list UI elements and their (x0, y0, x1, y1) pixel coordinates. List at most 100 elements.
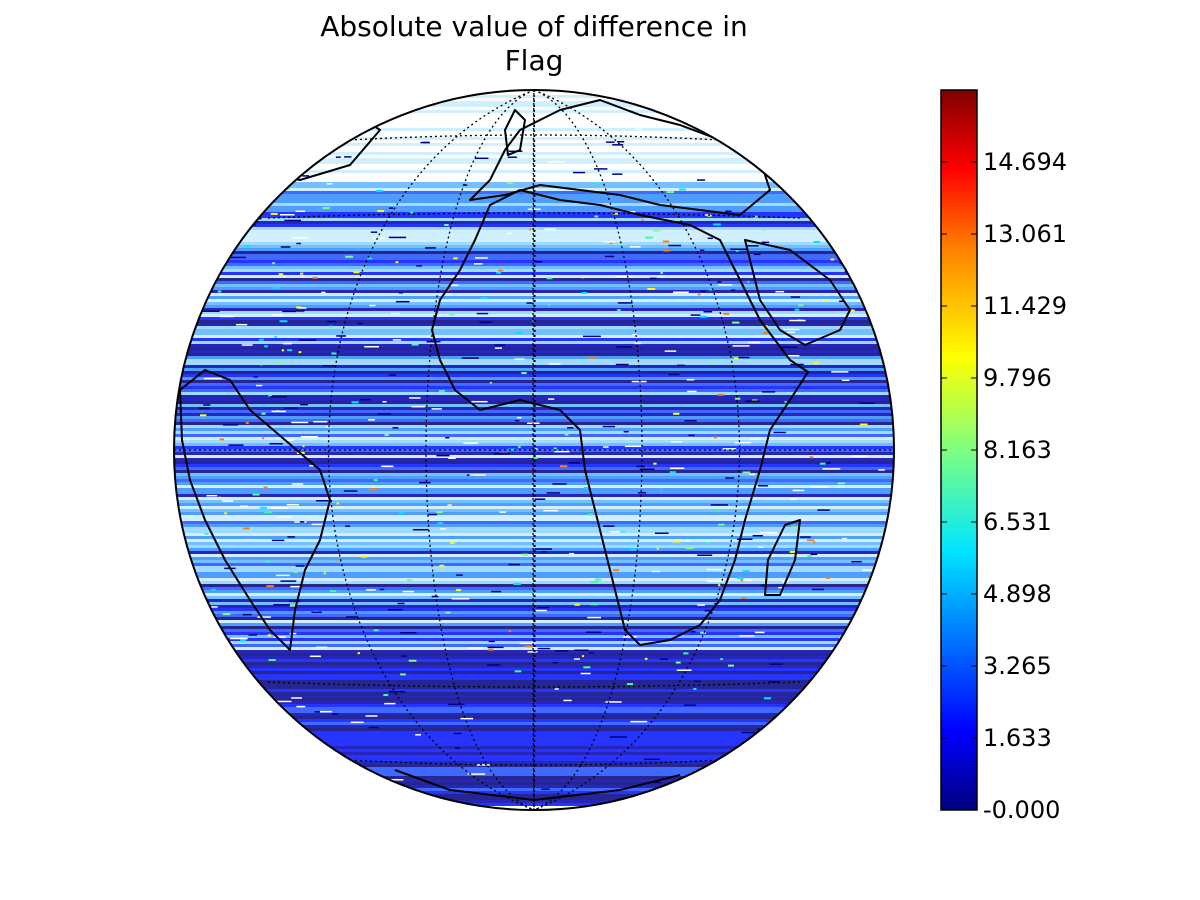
data-speckle (259, 363, 263, 366)
data-speckle (235, 734, 249, 736)
data-speckle (743, 148, 758, 150)
swath-stripe (174, 392, 894, 395)
data-speckle (311, 611, 322, 614)
data-speckle (383, 694, 389, 697)
data-speckle (548, 304, 551, 307)
data-speckle (222, 613, 231, 616)
data-speckle (750, 438, 762, 440)
data-speckle (585, 631, 602, 634)
data-speckle (651, 570, 661, 573)
data-speckle (315, 755, 333, 757)
data-speckle (574, 603, 580, 606)
data-speckle (537, 647, 551, 650)
data-speckle (713, 223, 721, 226)
data-speckle (419, 481, 431, 484)
data-speckle (632, 333, 637, 336)
data-speckle (529, 228, 532, 231)
data-speckle (612, 173, 623, 175)
data-speckle (252, 493, 260, 496)
data-speckle (269, 442, 283, 445)
data-speckle (236, 323, 248, 326)
data-speckle (823, 298, 828, 301)
data-speckle (300, 403, 309, 406)
swath-stripe (174, 746, 894, 749)
data-speckle (734, 357, 739, 360)
swath-stripe (174, 716, 894, 719)
data-speckle (210, 606, 218, 608)
colorbar-tick-label: 8.163 (983, 436, 1052, 465)
data-speckle (375, 111, 383, 113)
data-speckle (623, 430, 629, 433)
data-speckle (696, 179, 706, 181)
data-speckle (527, 422, 540, 425)
swath-stripe (174, 338, 894, 341)
data-speckle (389, 690, 406, 693)
data-speckle (831, 371, 849, 373)
data-speckle (392, 339, 402, 341)
swath-stripe (174, 791, 894, 794)
data-speckle (649, 277, 657, 280)
data-speckle (271, 539, 285, 542)
data-speckle (349, 114, 362, 117)
data-speckle (456, 574, 463, 576)
data-speckle (766, 141, 782, 144)
swath-stripe (174, 242, 894, 245)
data-speckle (275, 360, 282, 363)
swath-stripe (174, 398, 894, 401)
swath-stripe (174, 662, 894, 665)
data-speckle (250, 217, 262, 220)
data-speckle (527, 651, 538, 653)
data-speckle (221, 154, 240, 156)
data-speckle (742, 570, 750, 573)
title-line-2: Flag (504, 44, 564, 77)
data-speckle (700, 249, 705, 252)
data-speckle (730, 773, 748, 775)
data-speckle (549, 363, 561, 365)
swath-stripe (174, 692, 894, 695)
data-speckle (855, 270, 867, 273)
swath-stripe (174, 182, 894, 185)
data-speckle (275, 700, 292, 703)
data-speckle (251, 124, 270, 126)
data-speckle (488, 640, 495, 643)
data-speckle (612, 212, 619, 215)
data-speckle (295, 210, 306, 213)
colorbar-tick-label: -0.000 (983, 796, 1061, 824)
swath-stripe (174, 608, 894, 611)
data-speckle (335, 156, 341, 158)
data-speckle (284, 219, 301, 222)
data-speckle (616, 141, 625, 143)
data-speckle (311, 523, 325, 526)
data-speckle (641, 218, 644, 221)
swath-stripe (174, 602, 894, 605)
data-speckle (244, 244, 251, 247)
data-speckle (491, 590, 502, 593)
data-speckle (223, 201, 234, 203)
data-speckle (289, 604, 296, 607)
data-speckle (734, 397, 741, 400)
data-speckle (410, 211, 414, 214)
data-speckle (725, 210, 732, 213)
data-speckle (299, 521, 305, 523)
colorbar-tick-label: 1.633 (983, 723, 1052, 752)
data-speckle (271, 410, 286, 413)
graticule (174, 90, 894, 810)
data-speckle (494, 347, 503, 349)
swath-stripe (174, 551, 894, 554)
data-speckle (809, 456, 814, 459)
data-speckle (532, 456, 538, 459)
data-speckle (613, 569, 620, 572)
data-speckle (214, 761, 231, 763)
colorbar-tick-label: 4.898 (983, 580, 1052, 608)
data-speckle (351, 401, 359, 404)
data-speckle (706, 568, 722, 571)
data-speckle (794, 308, 800, 311)
data-speckle (837, 482, 845, 485)
data-speckle (401, 655, 407, 657)
swath-stripe (174, 761, 894, 764)
swath-stripe (174, 368, 894, 371)
data-speckle (602, 425, 615, 428)
data-speckle (841, 379, 850, 382)
data-speckle (287, 536, 295, 538)
